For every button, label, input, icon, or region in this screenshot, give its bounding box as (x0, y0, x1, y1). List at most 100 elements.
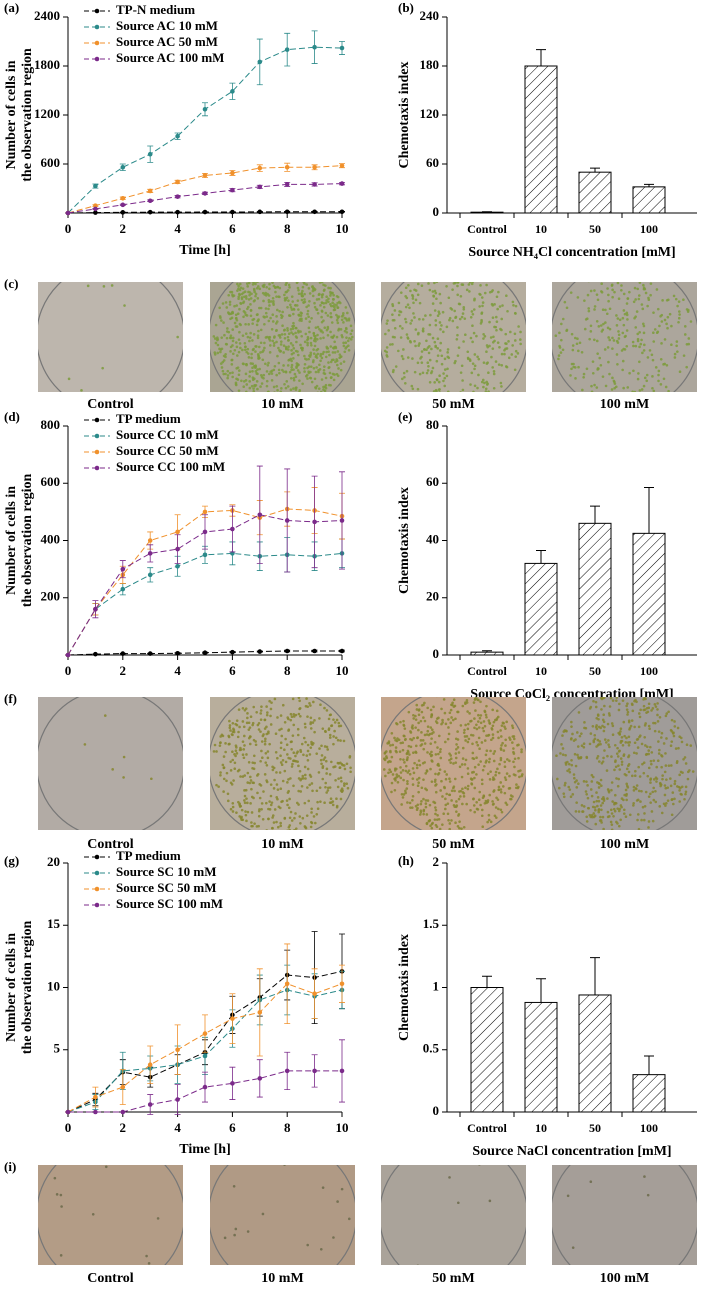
cell (405, 333, 409, 336)
cell (503, 776, 507, 779)
cell (495, 295, 499, 299)
cell (461, 379, 464, 382)
cell (411, 767, 415, 770)
cell (606, 394, 609, 397)
cell (677, 746, 680, 750)
cell (265, 315, 269, 318)
cell (568, 768, 571, 771)
cell (613, 380, 616, 384)
cell (602, 799, 606, 802)
cell (421, 739, 425, 742)
cell (505, 772, 509, 775)
cell (340, 779, 343, 783)
cell (666, 799, 670, 802)
cell (247, 278, 250, 281)
cell (299, 330, 302, 333)
cell (593, 305, 597, 308)
cell (330, 321, 334, 324)
cell (252, 781, 256, 785)
cell (394, 365, 398, 368)
cell (329, 294, 332, 297)
cell (446, 737, 450, 741)
cell (417, 728, 420, 732)
cell (611, 699, 615, 702)
cell (253, 288, 256, 292)
cell (657, 369, 661, 373)
cell (404, 769, 408, 773)
cell (259, 351, 262, 354)
cell (411, 357, 414, 360)
cell (558, 331, 561, 335)
cell (624, 773, 628, 777)
cell (462, 305, 466, 309)
cell (660, 765, 663, 769)
cell (600, 808, 603, 812)
cell (419, 811, 423, 814)
cell (602, 272, 605, 275)
cell (462, 795, 466, 798)
cell (498, 345, 501, 349)
cell (682, 298, 685, 302)
cell (570, 763, 574, 767)
cell (456, 293, 459, 297)
cell (500, 385, 503, 388)
cell (602, 713, 606, 716)
cell (496, 730, 500, 734)
cell (632, 300, 636, 304)
cell (411, 724, 414, 727)
cell (307, 365, 311, 369)
cell (655, 780, 658, 783)
cell (316, 337, 319, 341)
cell (589, 788, 593, 791)
cell (290, 268, 293, 271)
cell (304, 275, 307, 278)
cell (452, 786, 455, 790)
cell (662, 802, 666, 806)
marker (175, 1097, 180, 1102)
cell (493, 718, 497, 722)
cell (603, 348, 607, 351)
cell (245, 753, 248, 756)
cell (347, 1217, 351, 1221)
cell (473, 298, 476, 302)
cell (616, 807, 619, 810)
cell (559, 351, 563, 354)
cell (457, 812, 461, 816)
cell (503, 348, 506, 352)
marker (312, 648, 317, 654)
cell (231, 328, 235, 331)
cell (400, 354, 404, 358)
cell (441, 795, 444, 798)
cell (606, 346, 610, 349)
cell (660, 313, 664, 317)
cell (592, 800, 596, 804)
cell (300, 292, 303, 296)
cell (482, 794, 486, 798)
cell (320, 762, 323, 766)
cell (316, 333, 319, 337)
cell (439, 789, 442, 792)
cell (625, 267, 628, 270)
cell (457, 1201, 460, 1205)
x-tick-label: 2 (120, 221, 127, 236)
y-tick-label: 180 (420, 57, 440, 72)
marker (312, 182, 317, 187)
cell (492, 386, 496, 390)
cell (655, 288, 659, 291)
cell (336, 350, 340, 353)
cell (437, 388, 441, 391)
cell (275, 328, 278, 332)
cell (236, 282, 239, 286)
cell (442, 379, 445, 383)
cell (324, 355, 328, 359)
cell (323, 365, 326, 368)
cell (503, 765, 507, 769)
cell (418, 342, 421, 345)
cell (642, 761, 646, 764)
legend-label: Source CC 50 mM (116, 443, 219, 458)
cell (466, 350, 470, 354)
cell (644, 291, 648, 295)
cell (643, 343, 646, 347)
cell (451, 288, 454, 291)
cell (577, 810, 581, 813)
